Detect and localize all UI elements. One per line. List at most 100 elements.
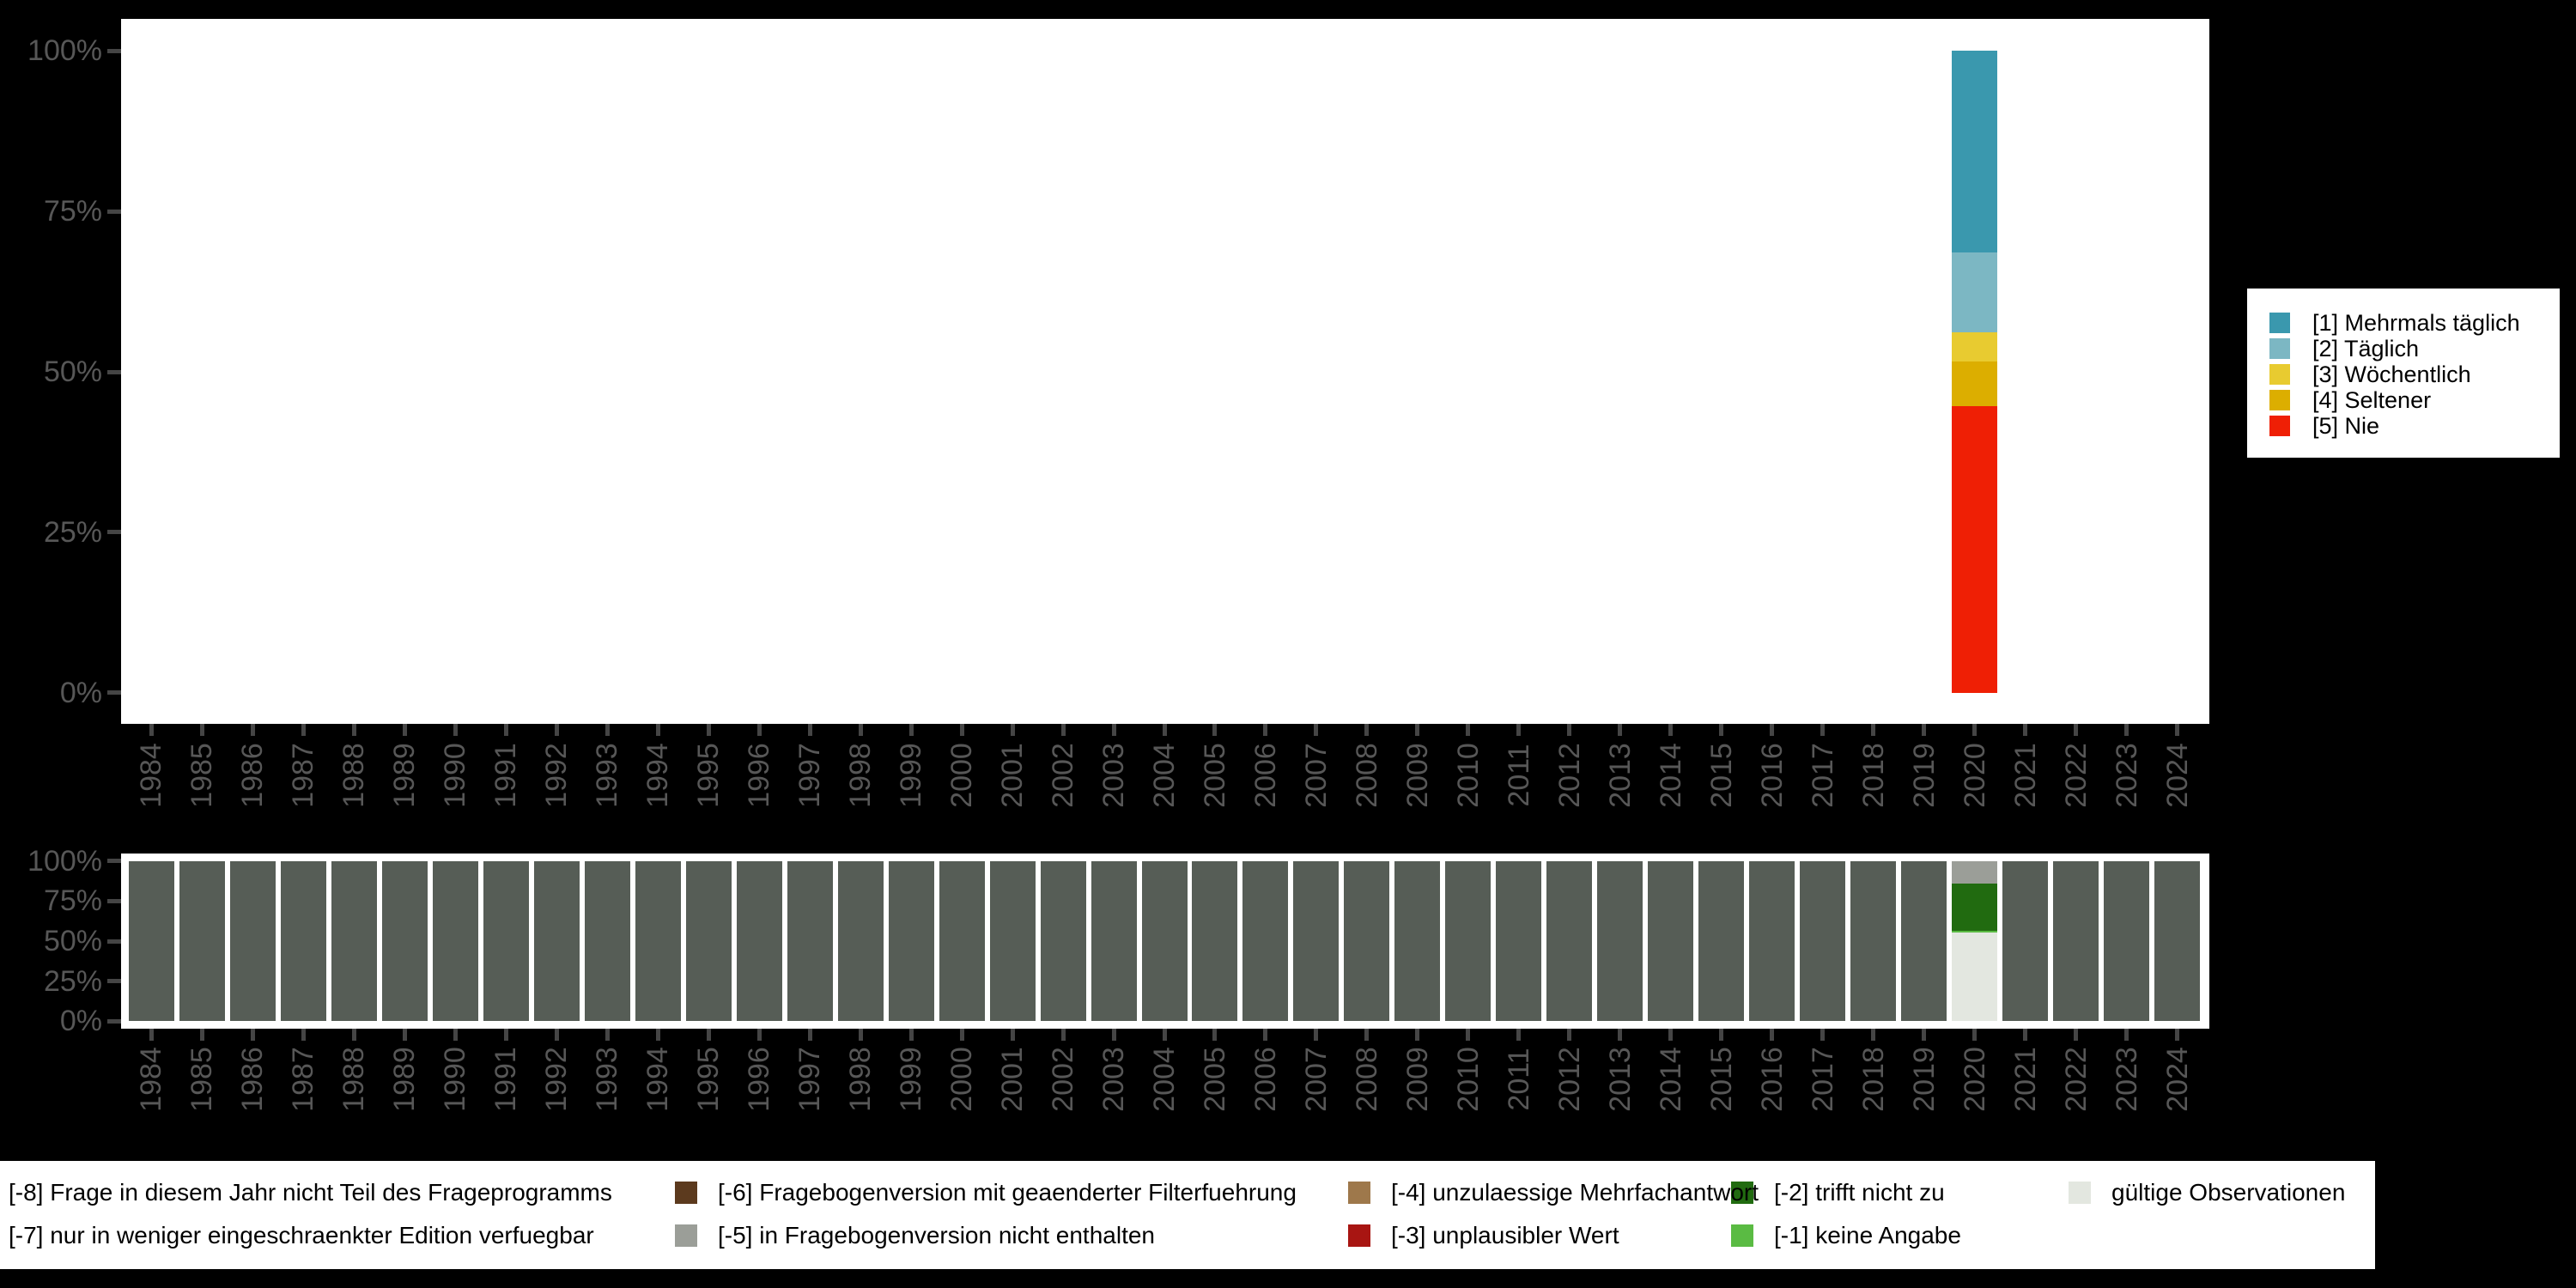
x-axis-year-label: 1995 xyxy=(692,1047,726,1112)
bar-segment--8 xyxy=(1344,860,1390,1022)
missing-legend-item: [-1] keine Angabe xyxy=(1731,1214,1961,1257)
x-axis-tick xyxy=(908,724,914,736)
bar-2019 xyxy=(1901,860,1947,1022)
x-axis-tick xyxy=(655,1029,660,1041)
x-axis-tick xyxy=(301,1029,306,1041)
y-axis-label: 100% xyxy=(27,844,102,878)
bar-segment--8 xyxy=(1546,860,1593,1022)
x-axis-tick xyxy=(1567,724,1572,736)
legend-label: [3] Wöchentlich xyxy=(2312,361,2471,387)
bar-segment--8 xyxy=(1293,860,1340,1022)
x-axis-year-label: 2002 xyxy=(1047,1047,1080,1112)
x-axis-year-label: 2024 xyxy=(2160,743,2194,808)
x-axis-year-label: 1998 xyxy=(844,743,878,808)
x-axis-tick xyxy=(1618,724,1623,736)
x-axis-tick xyxy=(706,724,711,736)
x-axis-tick xyxy=(1618,1029,1623,1041)
x-axis-tick xyxy=(2124,1029,2129,1041)
bar-2011 xyxy=(1496,860,1542,1022)
bar-2010 xyxy=(1445,860,1492,1022)
x-axis-tick xyxy=(1415,724,1420,736)
y-axis-tick xyxy=(107,859,121,864)
x-axis-year-label: 1997 xyxy=(793,1047,827,1112)
missing-legend-item: gültige Observationen xyxy=(2069,1171,2345,1214)
bar-segment--8 xyxy=(787,860,833,1022)
y-axis-label: 75% xyxy=(43,884,102,918)
x-axis-tick xyxy=(1010,724,1015,736)
missing-legend-item: [-2] trifft nicht zu xyxy=(1731,1171,1945,1214)
bar-1984 xyxy=(128,860,174,1022)
bar-segment--8 xyxy=(939,860,985,1022)
bar-2018 xyxy=(1850,860,1897,1022)
x-axis-tick xyxy=(503,1029,508,1041)
x-axis-year-label: 2017 xyxy=(1806,743,1839,808)
bar-segment--8 xyxy=(888,860,934,1022)
x-axis-year-label: 1996 xyxy=(743,743,776,808)
bar-2001 xyxy=(989,860,1036,1022)
x-axis-tick xyxy=(2175,1029,2179,1041)
legend-label: [4] Seltener xyxy=(2312,386,2432,413)
bar-segment--8 xyxy=(1040,860,1086,1022)
bar-2005 xyxy=(1192,860,1238,1022)
x-axis-tick xyxy=(402,1029,407,1041)
y-axis-tick xyxy=(107,530,121,535)
bar-segment--8 xyxy=(1597,860,1643,1022)
x-axis-tick xyxy=(807,1029,812,1041)
x-axis-year-label: 2013 xyxy=(1603,1047,1637,1112)
x-axis-year-label: 1991 xyxy=(489,743,523,808)
x-axis-year-label: 1999 xyxy=(895,1047,928,1112)
bar-2020 xyxy=(1952,860,1998,1022)
x-axis-year-label: 1985 xyxy=(185,743,219,808)
bar-segment--8 xyxy=(1445,860,1492,1022)
bar-1999 xyxy=(888,860,934,1022)
missing-legend-swatch-valid xyxy=(2069,1182,2091,1204)
bar-segment--1 xyxy=(1952,931,1998,933)
x-axis-tick xyxy=(1871,724,1876,736)
x-axis-tick xyxy=(1770,724,1775,736)
missing-legend-item: [-7] nur in weniger eingeschraenkter Edi… xyxy=(9,1214,594,1257)
bar-segment--8 xyxy=(1192,860,1238,1022)
x-axis-tick xyxy=(655,724,660,736)
x-axis-year-label: 2018 xyxy=(1856,743,1890,808)
bar-segment--8 xyxy=(1698,860,1745,1022)
bar-2004 xyxy=(1141,860,1188,1022)
x-axis-tick xyxy=(1111,724,1116,736)
x-axis-year-label: 2021 xyxy=(2008,1047,2042,1112)
y-axis-label: 50% xyxy=(43,925,102,957)
frequency-chart-panel xyxy=(121,19,2209,724)
x-axis-year-label: 2008 xyxy=(1350,743,1383,808)
missing-legend-label: [-2] trifft nicht zu xyxy=(1774,1179,1945,1206)
missing-legend-item: [-6] Fragebogenversion mit geaenderter F… xyxy=(675,1171,1297,1214)
bar-segment--8 xyxy=(432,860,478,1022)
missing-legend-swatch--6 xyxy=(675,1182,697,1204)
bar-segment--8 xyxy=(1749,860,1795,1022)
x-axis-year-label: 1984 xyxy=(135,743,168,808)
missing-legend-label: [-1] keine Angabe xyxy=(1774,1222,1961,1249)
missing-legend-label: [-4] unzulaessige Mehrfachantwort xyxy=(1391,1179,1759,1206)
y-axis-tick xyxy=(107,209,121,214)
missing-legend-item: [-4] unzulaessige Mehrfachantwort xyxy=(1348,1171,1759,1214)
missing-legend-label: gültige Observationen xyxy=(2111,1179,2346,1206)
x-axis-year-label: 2008 xyxy=(1350,1047,1383,1112)
bar-2014 xyxy=(1648,860,1694,1022)
x-axis-tick xyxy=(2175,724,2179,736)
y-axis-tick xyxy=(107,939,121,944)
x-axis-tick xyxy=(1922,1029,1927,1041)
missing-legend-swatch--1 xyxy=(1731,1224,1753,1247)
legend-label: [1] Mehrmals täglich xyxy=(2312,309,2520,336)
bar-segment--8 xyxy=(1648,860,1694,1022)
x-axis-tick xyxy=(1010,1029,1015,1041)
x-axis-tick xyxy=(1871,1029,1876,1041)
bar-1990 xyxy=(432,860,478,1022)
x-axis-year-label: 1985 xyxy=(185,1047,219,1112)
x-axis-tick xyxy=(1314,1029,1319,1041)
x-axis-tick xyxy=(1668,724,1674,736)
x-axis-year-label: 2023 xyxy=(2110,1047,2143,1112)
bar-2013 xyxy=(1597,860,1643,1022)
bar-segment--8 xyxy=(1800,860,1846,1022)
bar-1997 xyxy=(787,860,833,1022)
x-axis-year-label: 2017 xyxy=(1806,1047,1839,1112)
bar-1988 xyxy=(331,860,377,1022)
y-axis-tick xyxy=(107,898,121,903)
bar-2007 xyxy=(1293,860,1340,1022)
